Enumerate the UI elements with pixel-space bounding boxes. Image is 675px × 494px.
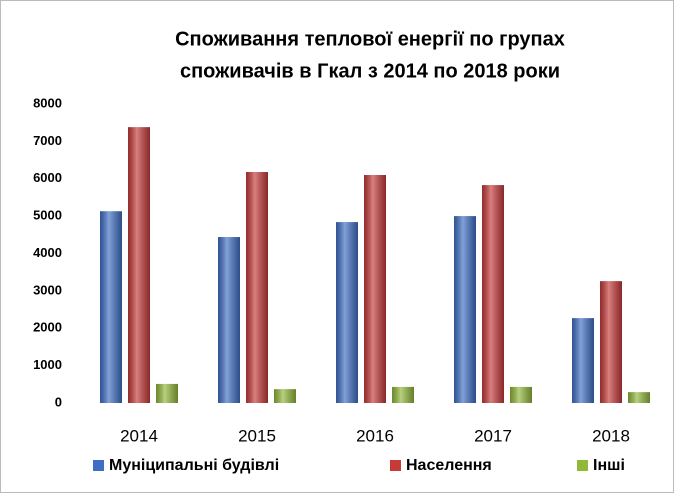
y-tick-label: 3000 [33,282,62,297]
x-tick-label: 2016 [356,426,394,445]
y-tick-label: 5000 [33,208,62,223]
chart-title: Споживання теплової енергії по групах [175,28,565,50]
y-tick-label: 0 [55,394,62,409]
bar-shine [128,127,150,404]
legend-label: Муніципальні будівлі [109,457,279,474]
y-tick-label: 7000 [33,133,62,148]
y-tick-label: 6000 [33,170,62,185]
bar-shine [218,237,240,403]
bar-shine [246,172,268,403]
bar-shine [482,185,504,403]
x-tick-label: 2018 [592,426,630,445]
bar-shine [100,211,122,403]
x-tick-label: 2014 [120,426,158,445]
bar-shine [572,318,594,403]
bar-shine [274,389,296,403]
bar-shine [628,392,650,403]
bar-shine [454,216,476,403]
y-tick-label: 1000 [33,357,62,372]
y-tick-label: 4000 [33,245,62,260]
legend-swatch [577,460,588,471]
bar-shine [510,386,532,403]
legend-label: Інші [593,457,625,474]
legend-swatch [390,460,401,471]
x-tick-label: 2015 [238,426,276,445]
y-tick-label: 2000 [33,320,62,335]
bar-shine [336,222,358,403]
legend-swatch [93,460,104,471]
bar-shine [600,281,622,403]
chart-title: споживачів в Гкал з 2014 по 2018 роки [180,60,560,82]
bar-shine [156,383,178,403]
bar-shine [392,386,414,403]
y-tick-label: 8000 [33,95,62,110]
x-tick-label: 2017 [474,426,512,445]
bar-shine [364,175,386,403]
legend-label: Населення [406,457,492,474]
